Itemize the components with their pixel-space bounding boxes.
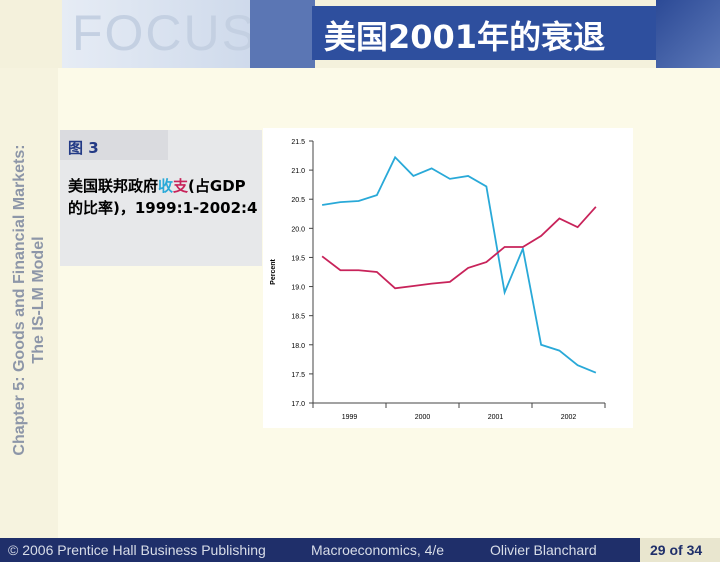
title-bar [312,6,656,60]
y-tick-label: 21.0 [291,168,305,175]
chart: Percent 17.0 17.5 18.0 18.5 19.0 19.5 20.0 20.5… [263,128,633,428]
y-tick-label: 20.0 [291,226,305,233]
series-line [321,155,597,374]
y-tick-label: 20.5 [291,197,305,204]
series-line [321,206,597,290]
caption-text: 美国联邦政府 [68,177,159,195]
x-tick-label: 2000 [415,414,431,421]
chart-bg [263,128,633,428]
caption-revenue: 收 [158,177,174,195]
y-tick-label: 19.5 [291,255,305,262]
sidebar [0,68,58,538]
y-tick-label: 18.0 [291,343,305,350]
y-tick-label: 17.5 [291,372,305,379]
y-tick-label: 21.5 [291,139,305,146]
caption-spending: 支 [173,177,189,195]
header-corner [656,0,720,68]
footer-page: 29 of 34 [650,542,703,558]
figure-caption: 美国联邦政府收支(占GDP的比率)，1999:1-2002:4 [68,175,258,219]
footer-book: Macroeconomics, 4/e [311,542,445,558]
logo: FOCUS [72,5,257,61]
footer-author: Olivier Blanchard [490,542,597,558]
y-tick-label: 18.5 [291,314,305,321]
y-axis-label: Percent [270,258,277,284]
sidebar-line: The IS-LM Model [30,236,47,364]
header-block [250,0,315,68]
x-tick-label: 2001 [488,414,504,421]
slide-title: 美国2001年的衰退 [324,18,606,56]
caption-text: (占GDP的比率)，1999:1-2002:4 [68,177,258,217]
y-tick-label: 19.0 [291,285,305,292]
x-tick-label: 1999 [342,414,358,421]
sidebar-text: Chapter 5: Goods and Financial Markets: … [10,80,48,520]
sidebar-line: Chapter 5: Goods and Financial Markets: [11,144,28,456]
page-box [640,538,720,562]
figure-label: 图 3 [68,139,99,157]
caption-label-bg [60,130,168,160]
x-tick-label: 2002 [561,414,577,421]
footer-copyright: © 2006 Prentice Hall Business Publishing [8,542,266,558]
y-tick-label: 17.0 [291,401,305,408]
footer [0,538,720,562]
